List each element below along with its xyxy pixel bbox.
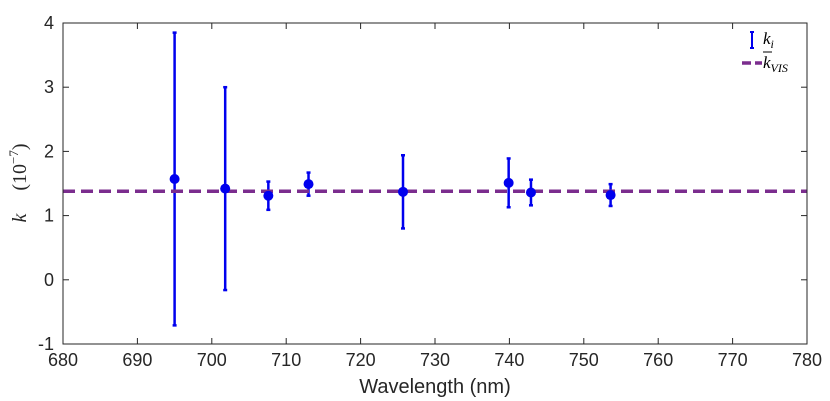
legend-label-ki-main: k [763,29,771,48]
x-tick-label: 760 [643,350,673,370]
y-tick-label: -1 [38,334,54,354]
data-marker [398,186,409,197]
legend: ki kVIS [738,27,802,75]
svg-text:k (10−7): k (10−7) [6,143,31,222]
y-axis: -1 0 1 2 3 4 [38,13,807,354]
y-tick-label: 0 [44,270,54,290]
x-tick-label: 680 [48,350,78,370]
y-axis-unit-prefix: (10 [9,164,31,191]
legend-entry-kvis: kVIS [742,51,788,75]
y-axis-title: k (10−7) [6,143,31,222]
svg-text:ki: ki [763,29,774,51]
legend-entry-ki: ki [750,29,774,51]
y-tick-label: 4 [44,13,54,33]
legend-label-ki-sub: i [771,37,774,51]
plot-area [63,23,807,344]
data-marker [605,190,616,201]
x-axis: 680 690 700 710 720 730 740 750 760 770 780 [48,23,822,370]
y-axis-unit-exponent: −7 [6,150,21,164]
x-tick-label: 730 [420,350,450,370]
y-axis-symbol: k [9,213,31,223]
svg-text:kVIS: kVIS [763,53,788,75]
y-tick-label: 1 [44,206,54,226]
data-marker [303,179,314,190]
x-tick-label: 710 [271,350,301,370]
data-marker [503,177,514,188]
x-tick-label: 690 [122,350,152,370]
x-axis-title: Wavelength (nm) [359,376,511,398]
data-marker [263,190,274,201]
y-tick-label: 2 [44,141,54,161]
y-tick-label: 3 [44,77,54,97]
x-tick-label: 780 [792,350,822,370]
legend-label-kvis-sub: VIS [771,61,788,75]
legend-label-kvis-main: k [763,53,771,72]
data-marker [169,174,180,185]
x-tick-label: 740 [494,350,524,370]
legend-box [738,27,802,75]
x-tick-label: 700 [197,350,227,370]
chart-marks [63,31,807,327]
x-tick-label: 750 [569,350,599,370]
x-tick-label: 720 [346,350,376,370]
y-axis-unit-suffix: ) [9,143,31,150]
x-tick-label: 770 [718,350,748,370]
data-marker [220,183,231,194]
data-marker [525,187,536,198]
